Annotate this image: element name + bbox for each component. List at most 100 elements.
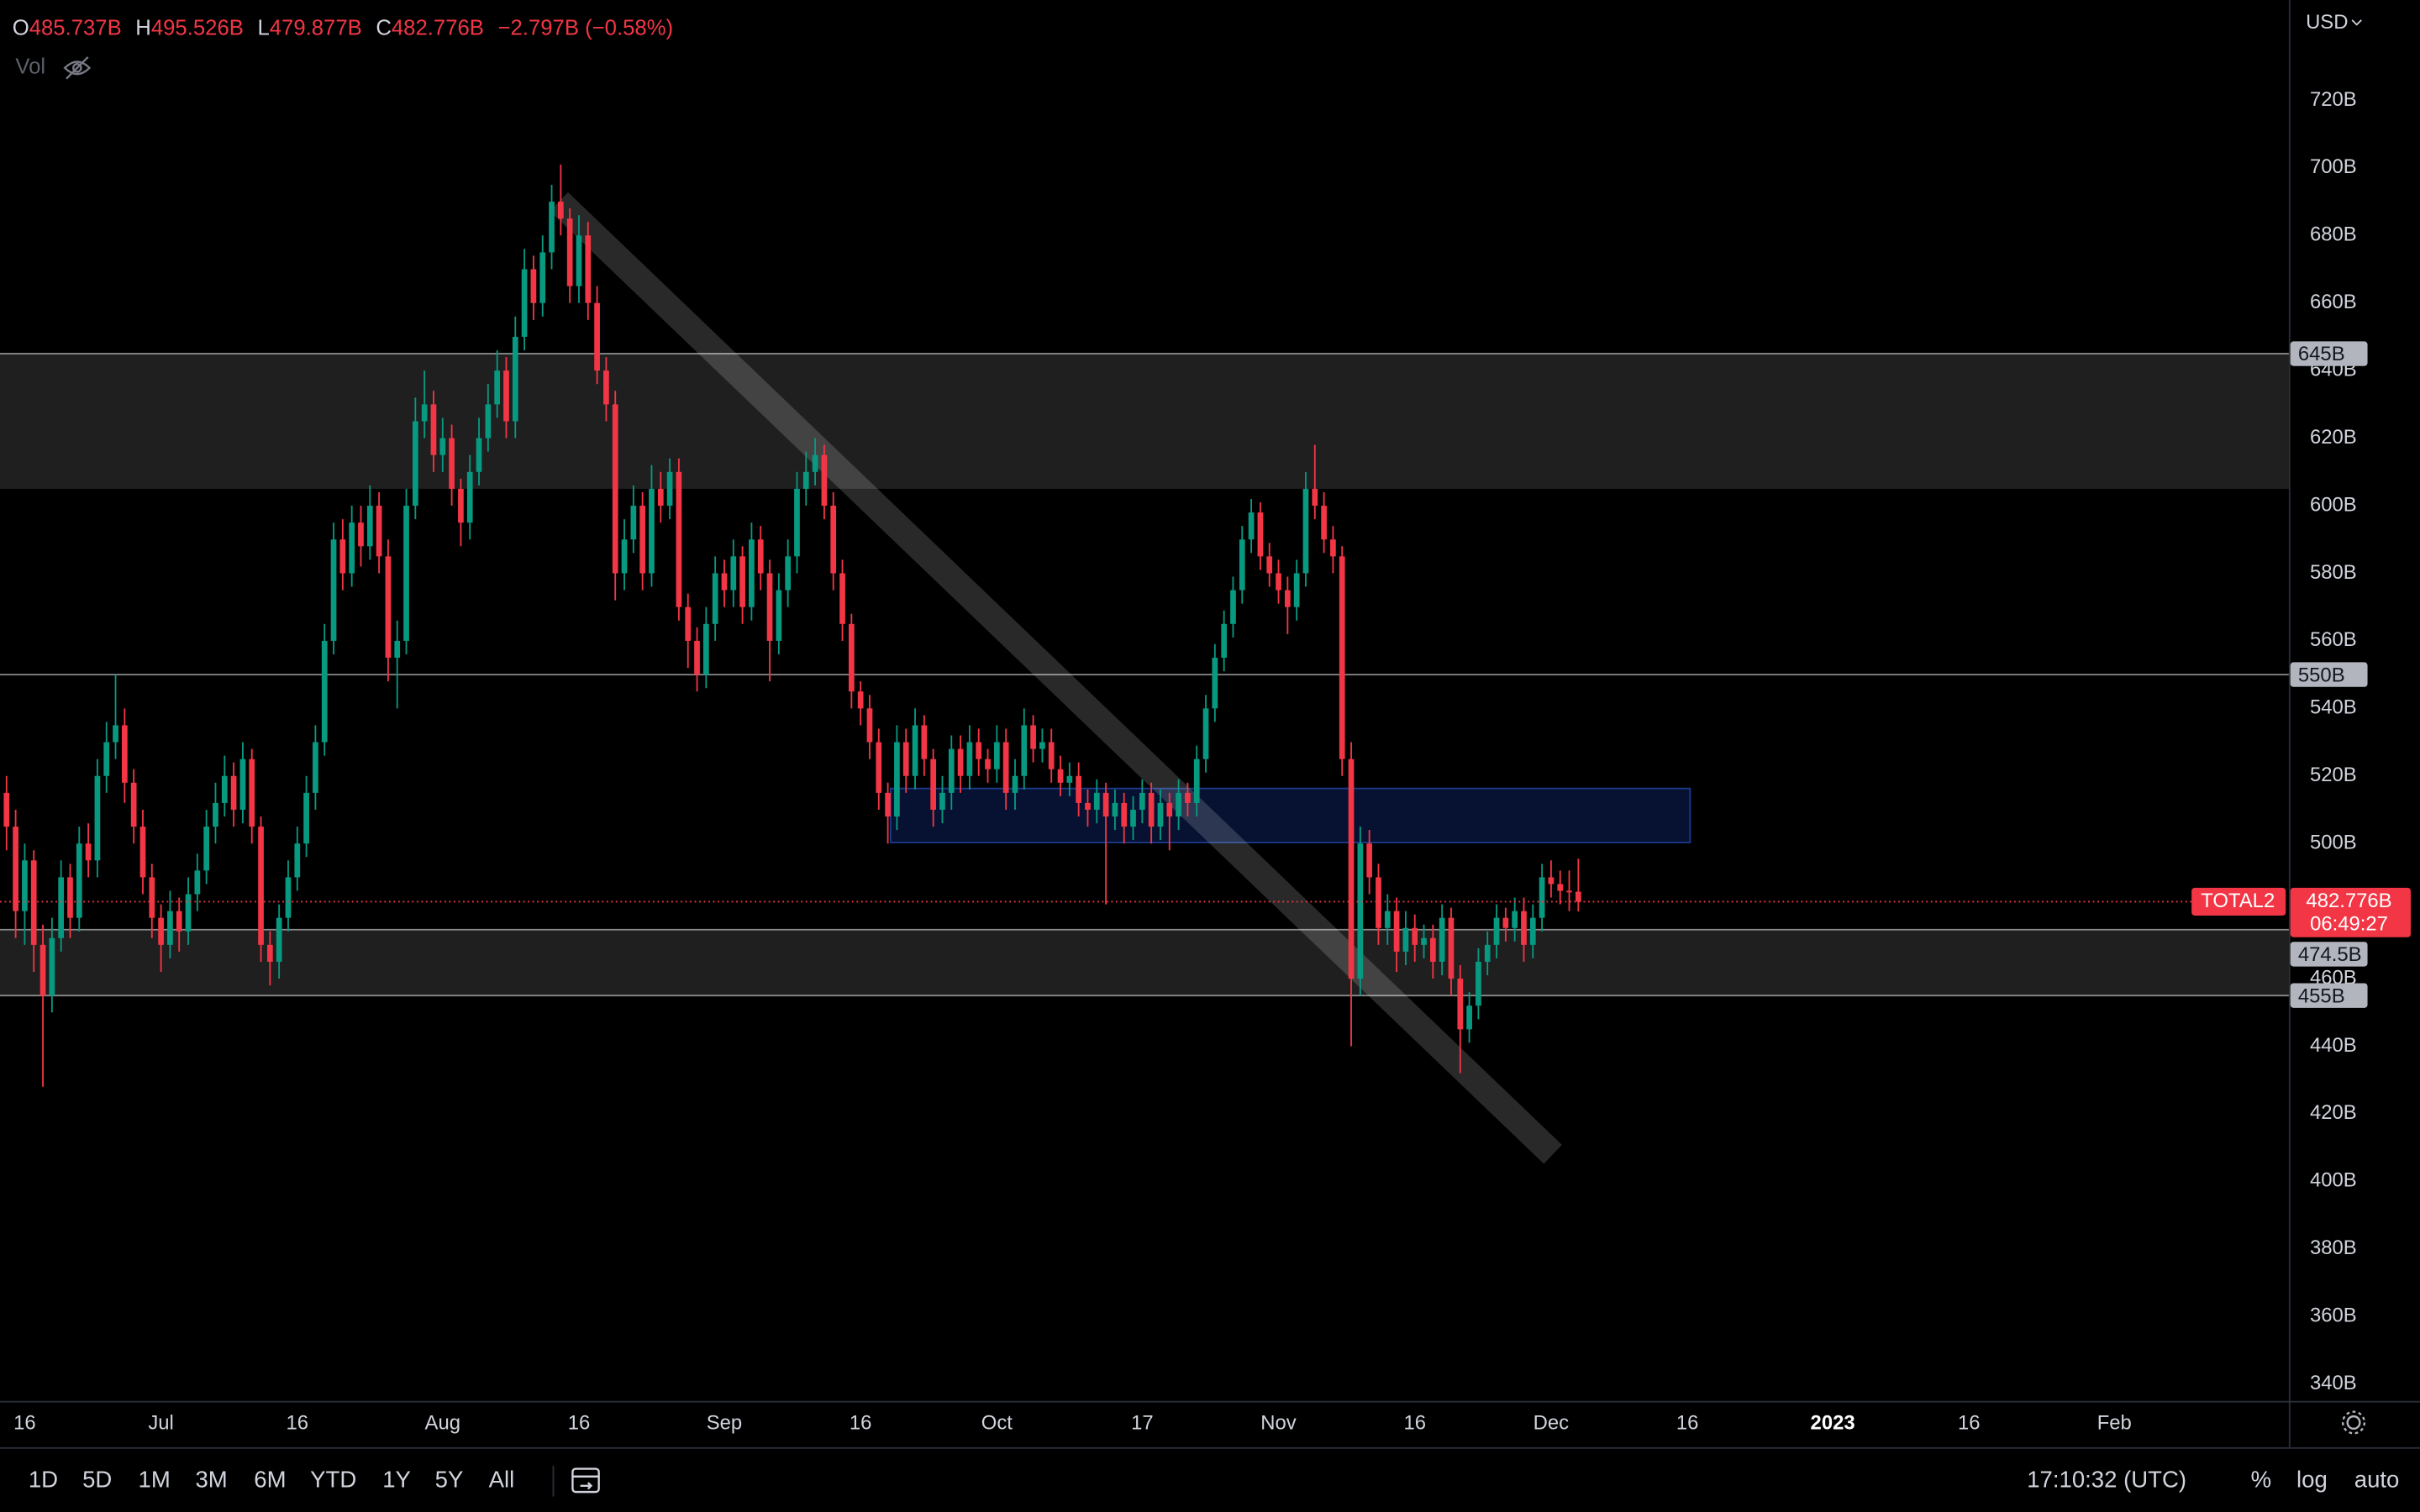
level-label: 474.5B [2298,943,2362,966]
candle-body [1021,725,1028,776]
candle-body [13,827,18,911]
range-button[interactable]: 1D [29,1467,58,1493]
candle-body [1176,792,1181,817]
x-tick-label: 16 [850,1412,872,1435]
candle-body [657,488,664,507]
candle-body [1502,917,1509,928]
candle-body [167,911,173,945]
x-tick-label: 16 [287,1412,309,1435]
candle-body [957,748,964,776]
clock[interactable]: 17:10:32 (UTC) [2027,1467,2186,1493]
x-tick-label: 16 [1676,1412,1699,1435]
candle-body [621,539,628,574]
candle-body [158,917,164,945]
candle-body [857,691,864,709]
candle-body [1121,802,1128,827]
symbol-label-bg [2191,887,2286,916]
candle-body [730,556,737,591]
range-button[interactable]: 1M [139,1467,171,1493]
ohlc-key: L [257,17,269,40]
currency-chevron[interactable] [2351,19,2362,26]
y-tick-label: 520B [2310,764,2357,786]
candle-body [876,742,882,793]
y-tick-label: 340B [2310,1372,2357,1394]
candle-body [94,775,101,861]
candle-body [930,759,937,810]
candle-body [339,539,346,574]
candle-body [948,748,955,793]
candle-body [1439,917,1445,962]
y-tick-label: 620B [2310,426,2357,449]
toggle-button[interactable]: % [2251,1467,2272,1493]
candle-body [685,606,692,641]
candle-body [612,404,618,574]
currency[interactable]: USD [2306,11,2348,34]
price-label-bg [2290,887,2411,937]
range-button[interactable]: 6M [254,1467,286,1493]
candle-body [1066,775,1073,783]
date-range-icon[interactable] [571,1467,600,1494]
candle-body [85,843,92,861]
x-tick-label: Nov [1260,1412,1296,1435]
candle-body [1429,937,1436,962]
candle-body [1575,891,1581,902]
candle-body [1393,911,1400,952]
candle-body [885,792,891,817]
range-button[interactable]: YTD [310,1467,356,1493]
candle-body [1257,512,1264,557]
toggle-button[interactable]: auto [2354,1467,2400,1493]
candle-body [1002,742,1009,793]
candle-body [985,759,991,769]
range-button[interactable]: All [489,1467,515,1493]
candle-body [1166,802,1173,817]
candle-body [403,506,409,641]
x-tick-label: 16 [1403,1412,1426,1435]
candle-body [1539,877,1545,918]
candle-body [458,488,464,523]
toggle-button[interactable]: log [2296,1467,2328,1493]
x-tick-label: Feb [2097,1412,2132,1435]
candle-body [649,488,655,574]
candle-body [466,471,473,523]
settings-icon[interactable] [2341,1410,2366,1435]
candle-body [1030,725,1036,749]
candle-body [749,539,755,607]
x-tick-label: 16 [13,1412,36,1435]
candle-body [966,742,973,776]
volume-label[interactable]: Vol [15,55,45,79]
candle-body [739,556,745,607]
zone [0,929,2289,996]
x-tick-label: Oct [981,1412,1013,1435]
candle-body [294,843,301,878]
candle-body [939,792,945,810]
candle-body [1339,556,1345,759]
candle-body [58,877,65,938]
range-button[interactable]: 3M [195,1467,227,1493]
candle-body [394,640,401,659]
ohlc-value: 479.877B [270,17,362,40]
candle-body [1457,979,1464,1030]
candle-body [712,573,718,624]
candle-body [1230,590,1236,624]
candle-body [1239,539,1245,591]
range-button[interactable]: 5Y [435,1467,464,1493]
candle-body [549,202,555,253]
candle-body [902,742,909,776]
level-label-bg [2290,942,2368,967]
candle-body [1402,927,1409,952]
range-button[interactable]: 5D [82,1467,112,1493]
y-tick-label: 560B [2310,628,2357,651]
range-button[interactable]: 1Y [382,1467,411,1493]
candle-body [839,573,845,624]
candle-body [285,877,292,918]
y-tick-label: 660B [2310,291,2357,313]
candle-body [249,759,255,827]
candle-body [702,623,709,675]
ohlc-value: 485.737B [29,17,122,40]
candle-body [303,792,309,844]
level-label-bg [2290,662,2368,687]
candle-body [802,471,809,489]
hide-volume-icon[interactable] [63,56,92,80]
y-tick-label: 540B [2310,696,2357,719]
